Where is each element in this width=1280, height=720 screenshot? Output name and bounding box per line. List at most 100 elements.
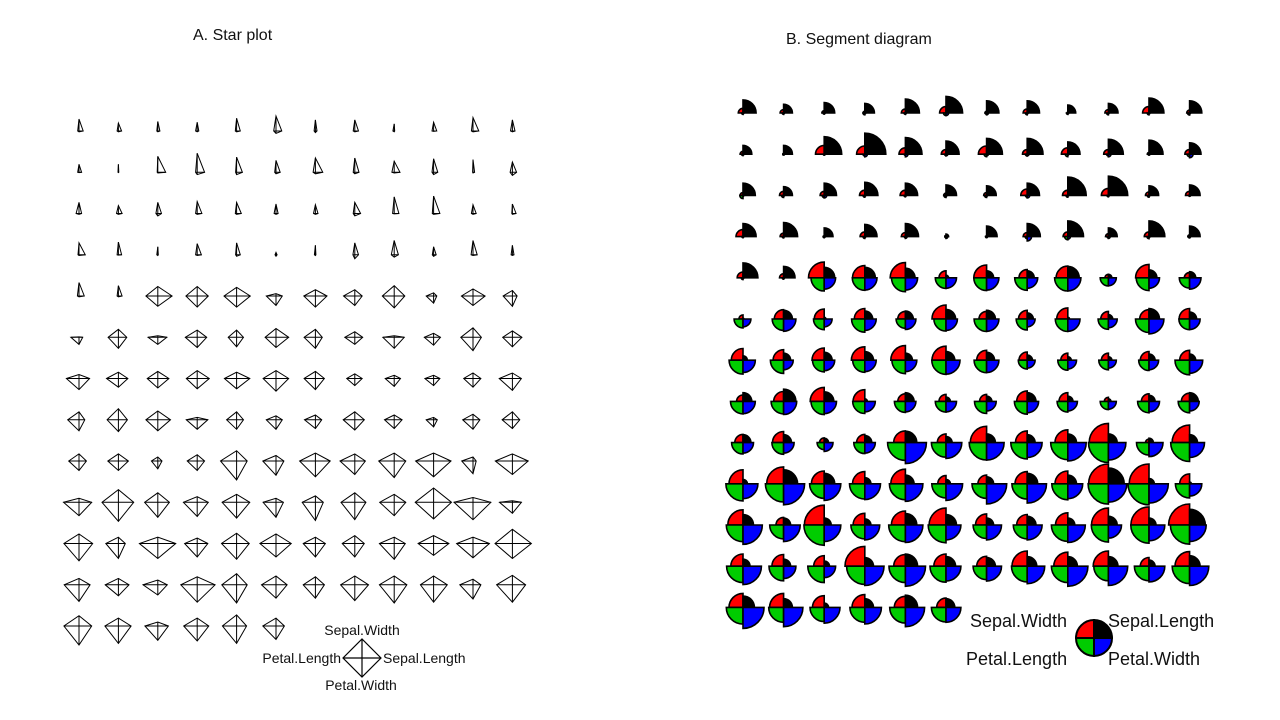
star-90 [265,415,283,431]
star-87 [145,410,172,432]
segment-13-wedge-petal-width [742,153,745,156]
segment-39-wedge-sepal-width [823,227,834,238]
segment-33-wedge-petal-width [1067,194,1070,198]
segment-104-wedge-petal-width [1026,441,1043,459]
star-127-outline [302,536,327,558]
segment-18-wedge-petal-width [945,153,949,157]
star-48-outline [510,245,515,257]
segment-32-wedge-sepal-length [1019,188,1028,197]
segment-31 [982,184,998,199]
segment-150-wedge-sepal-length [935,597,947,609]
star-70 [423,332,442,346]
segment-75-wedge-sepal-width [823,351,833,361]
segment-136 [844,545,885,587]
segment-80 [1017,351,1036,370]
segment-3-wedge-sepal-width [823,101,836,114]
segment-35 [1144,184,1160,199]
star-101 [219,450,248,481]
segment-108-wedge-sepal-length [1171,424,1191,444]
segment-28 [858,181,879,199]
segment-117-wedge-sepal-width [1067,474,1078,485]
segment-128-wedge-petal-width [1026,524,1043,541]
star-13 [77,164,83,174]
star-50-outline [116,285,123,298]
segment-50-wedge-petal-width [782,277,786,280]
segment-138-wedge-petal-width [945,565,962,582]
star-6-outline [273,114,283,134]
segment-52-wedge-petal-width [864,277,878,291]
segment-108-wedge-petal-length [1169,441,1191,463]
star-133-outline [63,577,91,603]
segment-128 [1012,513,1043,541]
segment-20-wedge-petal-width [1026,153,1030,157]
segment-123-wedge-petal-length [803,524,825,547]
star-142 [419,575,449,604]
segment-106-wedge-sepal-width [1107,433,1119,444]
star-key-label-right: Sepal.Length [383,650,466,666]
segment-64-wedge-sepal-length [853,307,866,320]
segment-4-wedge-sepal-width [864,102,876,114]
star-125 [220,532,251,561]
segment-102-wedge-sepal-width [945,435,953,444]
star-9-outline [392,123,396,133]
segment-124-wedge-petal-width [864,524,881,541]
star-117-outline [378,493,407,517]
segment-23 [1146,139,1164,156]
star-106-outline [414,452,452,478]
segment-38 [779,221,799,239]
segment-44 [1022,222,1042,242]
segment-72 [1178,307,1201,331]
segment-27-wedge-sepal-width [823,182,838,197]
star-71 [460,327,483,352]
segment-103-wedge-sepal-length [969,425,988,444]
star-100 [186,454,206,472]
star-55-outline [302,289,328,308]
segment-30-wedge-sepal-width [945,184,958,197]
star-142-outline [419,575,449,604]
star-38-outline [116,241,123,256]
star-51 [145,285,173,307]
segment-127 [972,513,1003,541]
segment-84-wedge-sepal-length [1178,349,1191,361]
segment-83-wedge-sepal-width [1148,353,1156,361]
segment-53 [889,261,919,293]
segment-60-wedge-sepal-width [1188,270,1197,279]
star-98-outline [106,453,130,472]
segment-30 [942,184,958,199]
segment-139-wedge-sepal-width [985,556,997,567]
star-148 [182,617,210,642]
segment-120 [1174,473,1203,499]
segment-133-wedge-sepal-length [729,553,744,567]
segment-143-wedge-petal-length [1133,565,1150,582]
segment-19-wedge-petal-width [985,153,990,157]
segment-143-wedge-sepal-width [1148,559,1156,567]
star-72 [501,330,523,348]
seg-key-label-bottom-right: Petal.Width [1108,649,1200,669]
star-47 [470,240,478,257]
segment-146-wedge-sepal-length [768,592,785,609]
segment-41-wedge-sepal-width [904,222,920,238]
segment-42-wedge-petal-width [945,235,949,240]
star-41-outline [235,242,241,257]
star-82 [423,374,441,387]
segment-106 [1087,422,1127,464]
segment-57-wedge-petal-width [1067,277,1082,292]
segment-104-wedge-sepal-width [1026,433,1036,444]
segment-106-wedge-petal-width [1107,441,1127,461]
segment-93-wedge-petal-length [1056,400,1069,413]
star-10-outline [431,120,438,132]
star-108 [494,453,530,476]
segment-115-wedge-petal-width [985,483,1008,505]
segment-38-wedge-sepal-width [782,221,799,238]
star-2-outline [116,121,123,133]
segment-119-wedge-petal-length [1127,483,1150,506]
segment-99-wedge-petal-width [823,441,834,453]
segment-126 [927,507,962,544]
segment-73 [728,347,757,375]
star-45 [390,240,399,258]
segment-59-wedge-petal-length [1135,277,1150,292]
segment-115-wedge-sepal-length [977,474,988,485]
segment-97-wedge-petal-length [730,441,744,455]
segment-21-wedge-sepal-length [1060,146,1069,155]
